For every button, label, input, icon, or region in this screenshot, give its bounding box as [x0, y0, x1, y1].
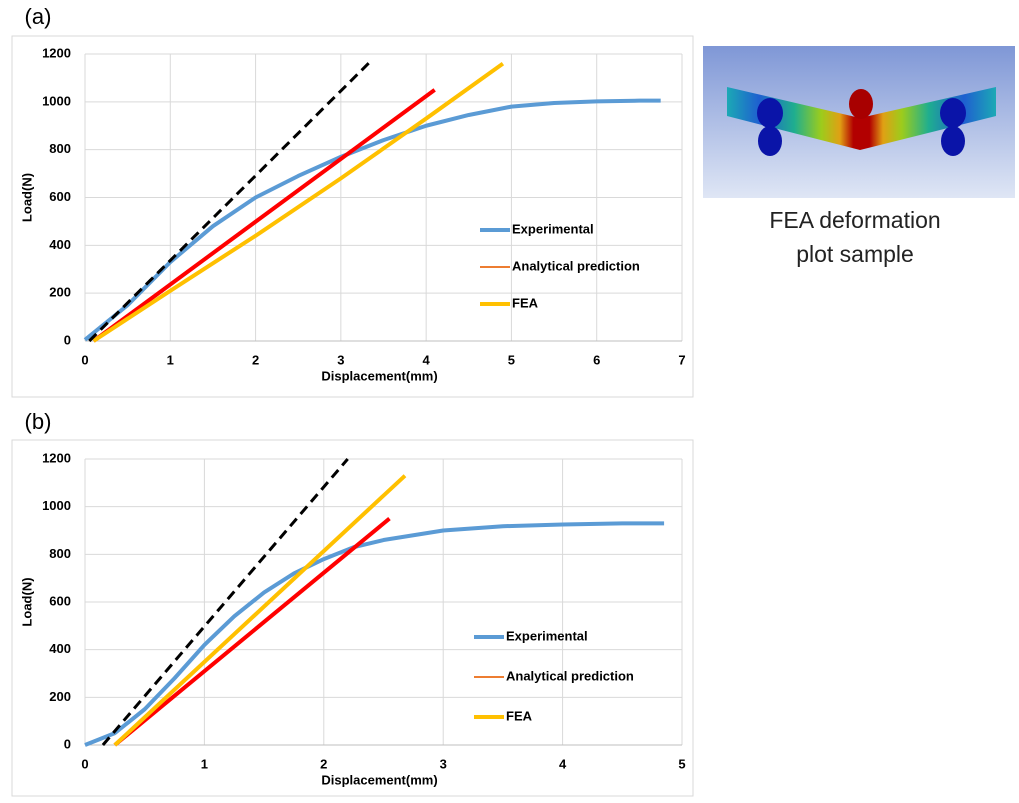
x-axis-title: Displacement(mm): [321, 368, 437, 383]
y-tick-label: 1200: [42, 450, 71, 465]
y-axis-title: Load(N): [19, 577, 34, 626]
caption: FEA deformation: [769, 207, 940, 233]
y-tick-label: 600: [49, 593, 71, 608]
data-line: [83, 98, 661, 342]
y-tick-label: 200: [49, 689, 71, 704]
panel-label: (b): [25, 409, 52, 434]
legend-label: Experimental: [512, 221, 594, 236]
data-line: [88, 60, 372, 343]
y-tick-label: 400: [49, 237, 71, 252]
y-tick-label: 1000: [42, 93, 71, 108]
x-tick-label: 2: [252, 352, 259, 367]
y-tick-label: 600: [49, 189, 71, 204]
y-tick-label: 1000: [42, 498, 71, 513]
x-tick-label: 1: [167, 352, 174, 367]
legend-label: FEA: [512, 295, 539, 310]
x-tick-label: 2: [320, 756, 327, 771]
legend-label: Experimental: [506, 628, 588, 643]
data-line: [113, 474, 407, 747]
y-tick-label: 200: [49, 285, 71, 300]
data-line: [92, 61, 505, 343]
y-tick-label: 1200: [42, 45, 71, 60]
x-tick-label: 3: [440, 756, 447, 771]
data-line: [113, 517, 391, 747]
y-tick-label: 400: [49, 641, 71, 656]
x-tick-label: 1: [201, 756, 208, 771]
chart-frame: [11, 35, 694, 398]
data-line: [101, 458, 349, 746]
x-tick-label: 5: [508, 352, 515, 367]
x-tick-label: 4: [423, 352, 431, 367]
y-tick-label: 0: [64, 736, 71, 751]
y-axis-title: Load(N): [19, 173, 34, 222]
x-tick-label: 4: [559, 756, 567, 771]
x-tick-label: 7: [678, 352, 685, 367]
x-tick-label: 6: [593, 352, 600, 367]
y-tick-label: 800: [49, 141, 71, 156]
legend-label: Analytical prediction: [512, 258, 640, 273]
fea-image: [703, 46, 1015, 198]
y-tick-label: 800: [49, 546, 71, 561]
x-tick-label: 0: [81, 352, 88, 367]
panel-label: (a): [25, 4, 52, 29]
x-axis-title: Displacement(mm): [321, 772, 437, 787]
caption: plot sample: [796, 241, 914, 267]
chart-frame: [11, 439, 694, 797]
legend-label: FEA: [506, 708, 533, 723]
legend-label: Analytical prediction: [506, 668, 634, 683]
data-line: [92, 88, 436, 343]
y-tick-label: 0: [64, 332, 71, 347]
x-tick-label: 0: [81, 756, 88, 771]
x-tick-label: 3: [337, 352, 344, 367]
x-tick-label: 5: [678, 756, 685, 771]
